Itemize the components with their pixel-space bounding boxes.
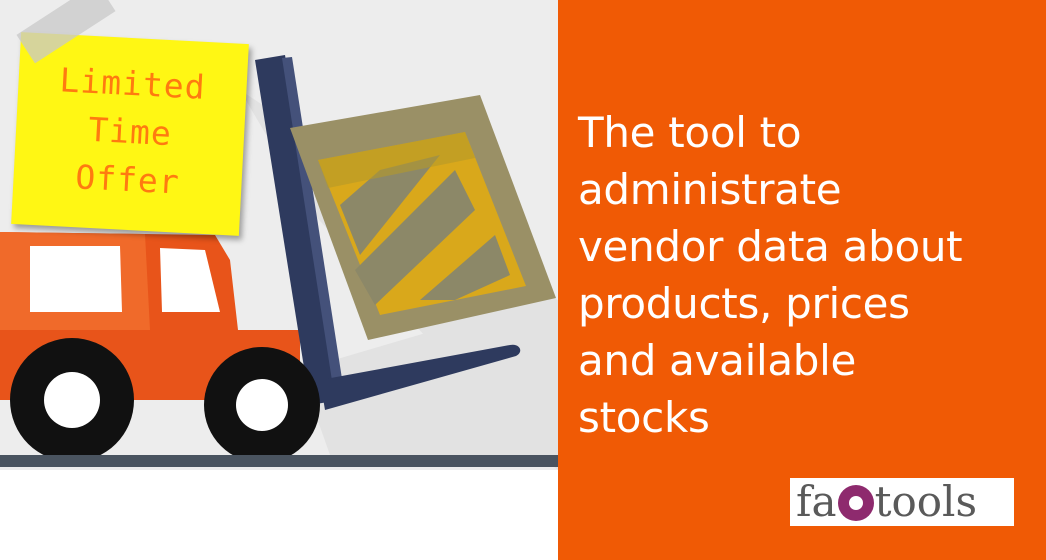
fao-logo-icon bbox=[837, 485, 874, 521]
forklift-scene: Limited Time Offer bbox=[0, 0, 558, 470]
headline-line-6: stocks bbox=[578, 393, 710, 442]
headline-line-4: products, prices bbox=[578, 279, 910, 328]
crate-icon bbox=[290, 95, 556, 340]
illustration-panel: Limited Time Offer bbox=[0, 0, 558, 470]
headline: The tool to administrate vendor data abo… bbox=[578, 104, 1028, 446]
headline-line-1: The tool to bbox=[578, 108, 802, 157]
promo-panel: The tool to administrate vendor data abo… bbox=[558, 0, 1046, 560]
headline-line-2: administrate bbox=[578, 165, 842, 214]
forklift-illustration bbox=[0, 55, 558, 470]
limited-offer-sticky-note: Limited Time Offer bbox=[11, 32, 249, 236]
logo-text-before: fa bbox=[796, 477, 837, 526]
floor-line bbox=[0, 455, 558, 467]
headline-line-5: and available bbox=[578, 336, 857, 385]
sticky-note-text: Limited Time Offer bbox=[12, 54, 247, 210]
logo-text: fa tools bbox=[796, 478, 977, 526]
logo-text-after: tools bbox=[874, 477, 978, 526]
headline-line-3: vendor data about bbox=[578, 222, 963, 271]
fao-tools-logo[interactable]: fa tools bbox=[790, 478, 1014, 526]
